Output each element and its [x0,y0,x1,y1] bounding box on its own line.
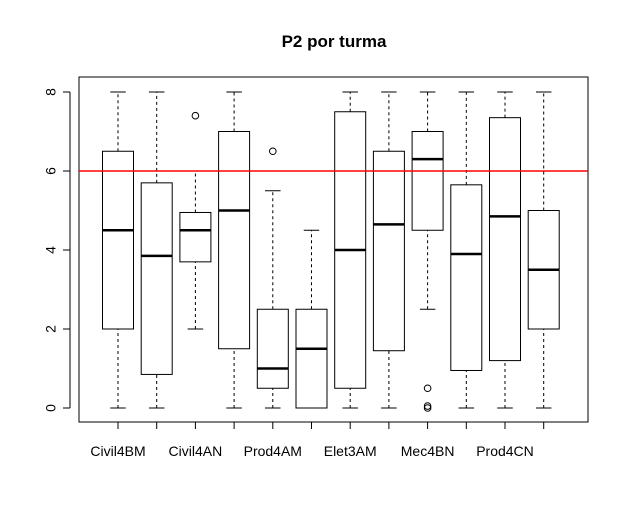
outlier-point [423,402,432,410]
box-3 [179,111,212,330]
box-rect [218,131,251,350]
box-rect [450,184,483,371]
box-rect [256,308,289,389]
box-10 [450,91,483,409]
x-tick-label: Prod4AM [244,443,302,459]
box-6 [295,229,328,409]
box-rect [295,308,328,409]
x-axis: Civil4BM Civil4AN Prod4AM Elet3AM Mec4BN Prod… [90,421,545,459]
box-8 [372,91,405,409]
y-tick-label: 6 [43,167,59,175]
box-rect [179,211,212,263]
box-5 [256,147,289,409]
x-tick-label: Prod4CN [476,443,534,459]
box-rect [489,117,521,362]
x-tick-label: Mec4BN [401,443,455,459]
box-9 [411,91,444,412]
outlier-point [423,384,432,393]
box-rect [411,131,444,231]
outlier-point [269,147,277,156]
box-7 [334,91,367,409]
box-2 [140,91,173,409]
box-rect [372,150,405,352]
box-1 [102,91,134,409]
x-tick-label: Civil4BM [90,443,145,459]
box-11 [489,91,521,409]
y-tick-label: 4 [43,246,59,254]
boxes-group [102,91,560,412]
y-axis: 0 2 4 6 8 [43,88,71,412]
box-12 [527,91,560,409]
x-tick-label: Civil4AN [169,443,223,459]
chart-title: P2 por turma [282,32,387,51]
y-tick-label: 0 [43,404,59,412]
box-rect [102,150,134,330]
outlier-point [191,111,200,120]
box-rect [140,182,173,375]
box-4 [218,91,251,409]
x-tick-label: Elet3AM [324,443,377,459]
y-tick-label: 8 [43,88,59,96]
outlier-point [423,404,432,412]
y-tick-label: 2 [43,325,59,333]
